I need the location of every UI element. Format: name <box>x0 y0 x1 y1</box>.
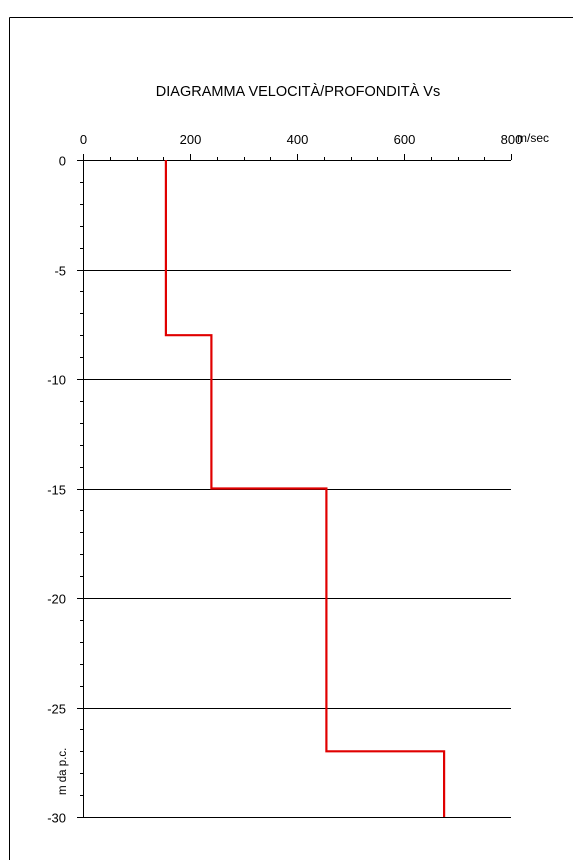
x-tick-label: 200 <box>180 132 202 147</box>
velocity-profile-line <box>164 160 446 817</box>
y-tick-label: 0 <box>59 154 66 169</box>
y-tick-label: -5 <box>54 264 66 279</box>
y-tick-label: -20 <box>47 592 66 607</box>
x-tick-labels: 0 200 400 600 800 <box>80 132 522 147</box>
x-tick-label: 600 <box>394 132 416 147</box>
y-tick-label: -25 <box>47 702 66 717</box>
y-axis-label: m da p.c. <box>57 748 69 795</box>
series-group <box>164 160 446 817</box>
x-tick-label: 0 <box>80 132 87 147</box>
x-axis-unit-label: m/sec <box>517 131 549 145</box>
axes <box>77 154 512 818</box>
chart-title: DIAGRAMMA VELOCITÀ/PROFONDITÀ Vs <box>156 83 440 100</box>
y-tick-labels: 0 -5 -10 -15 -20 -25 -30 <box>47 154 66 826</box>
y-tick-label: -10 <box>47 373 66 388</box>
y-tick-label: -15 <box>47 483 66 498</box>
y-tick-label: -30 <box>47 811 66 826</box>
x-tick-label: 800 <box>501 132 523 147</box>
x-tick-label: 400 <box>287 132 309 147</box>
